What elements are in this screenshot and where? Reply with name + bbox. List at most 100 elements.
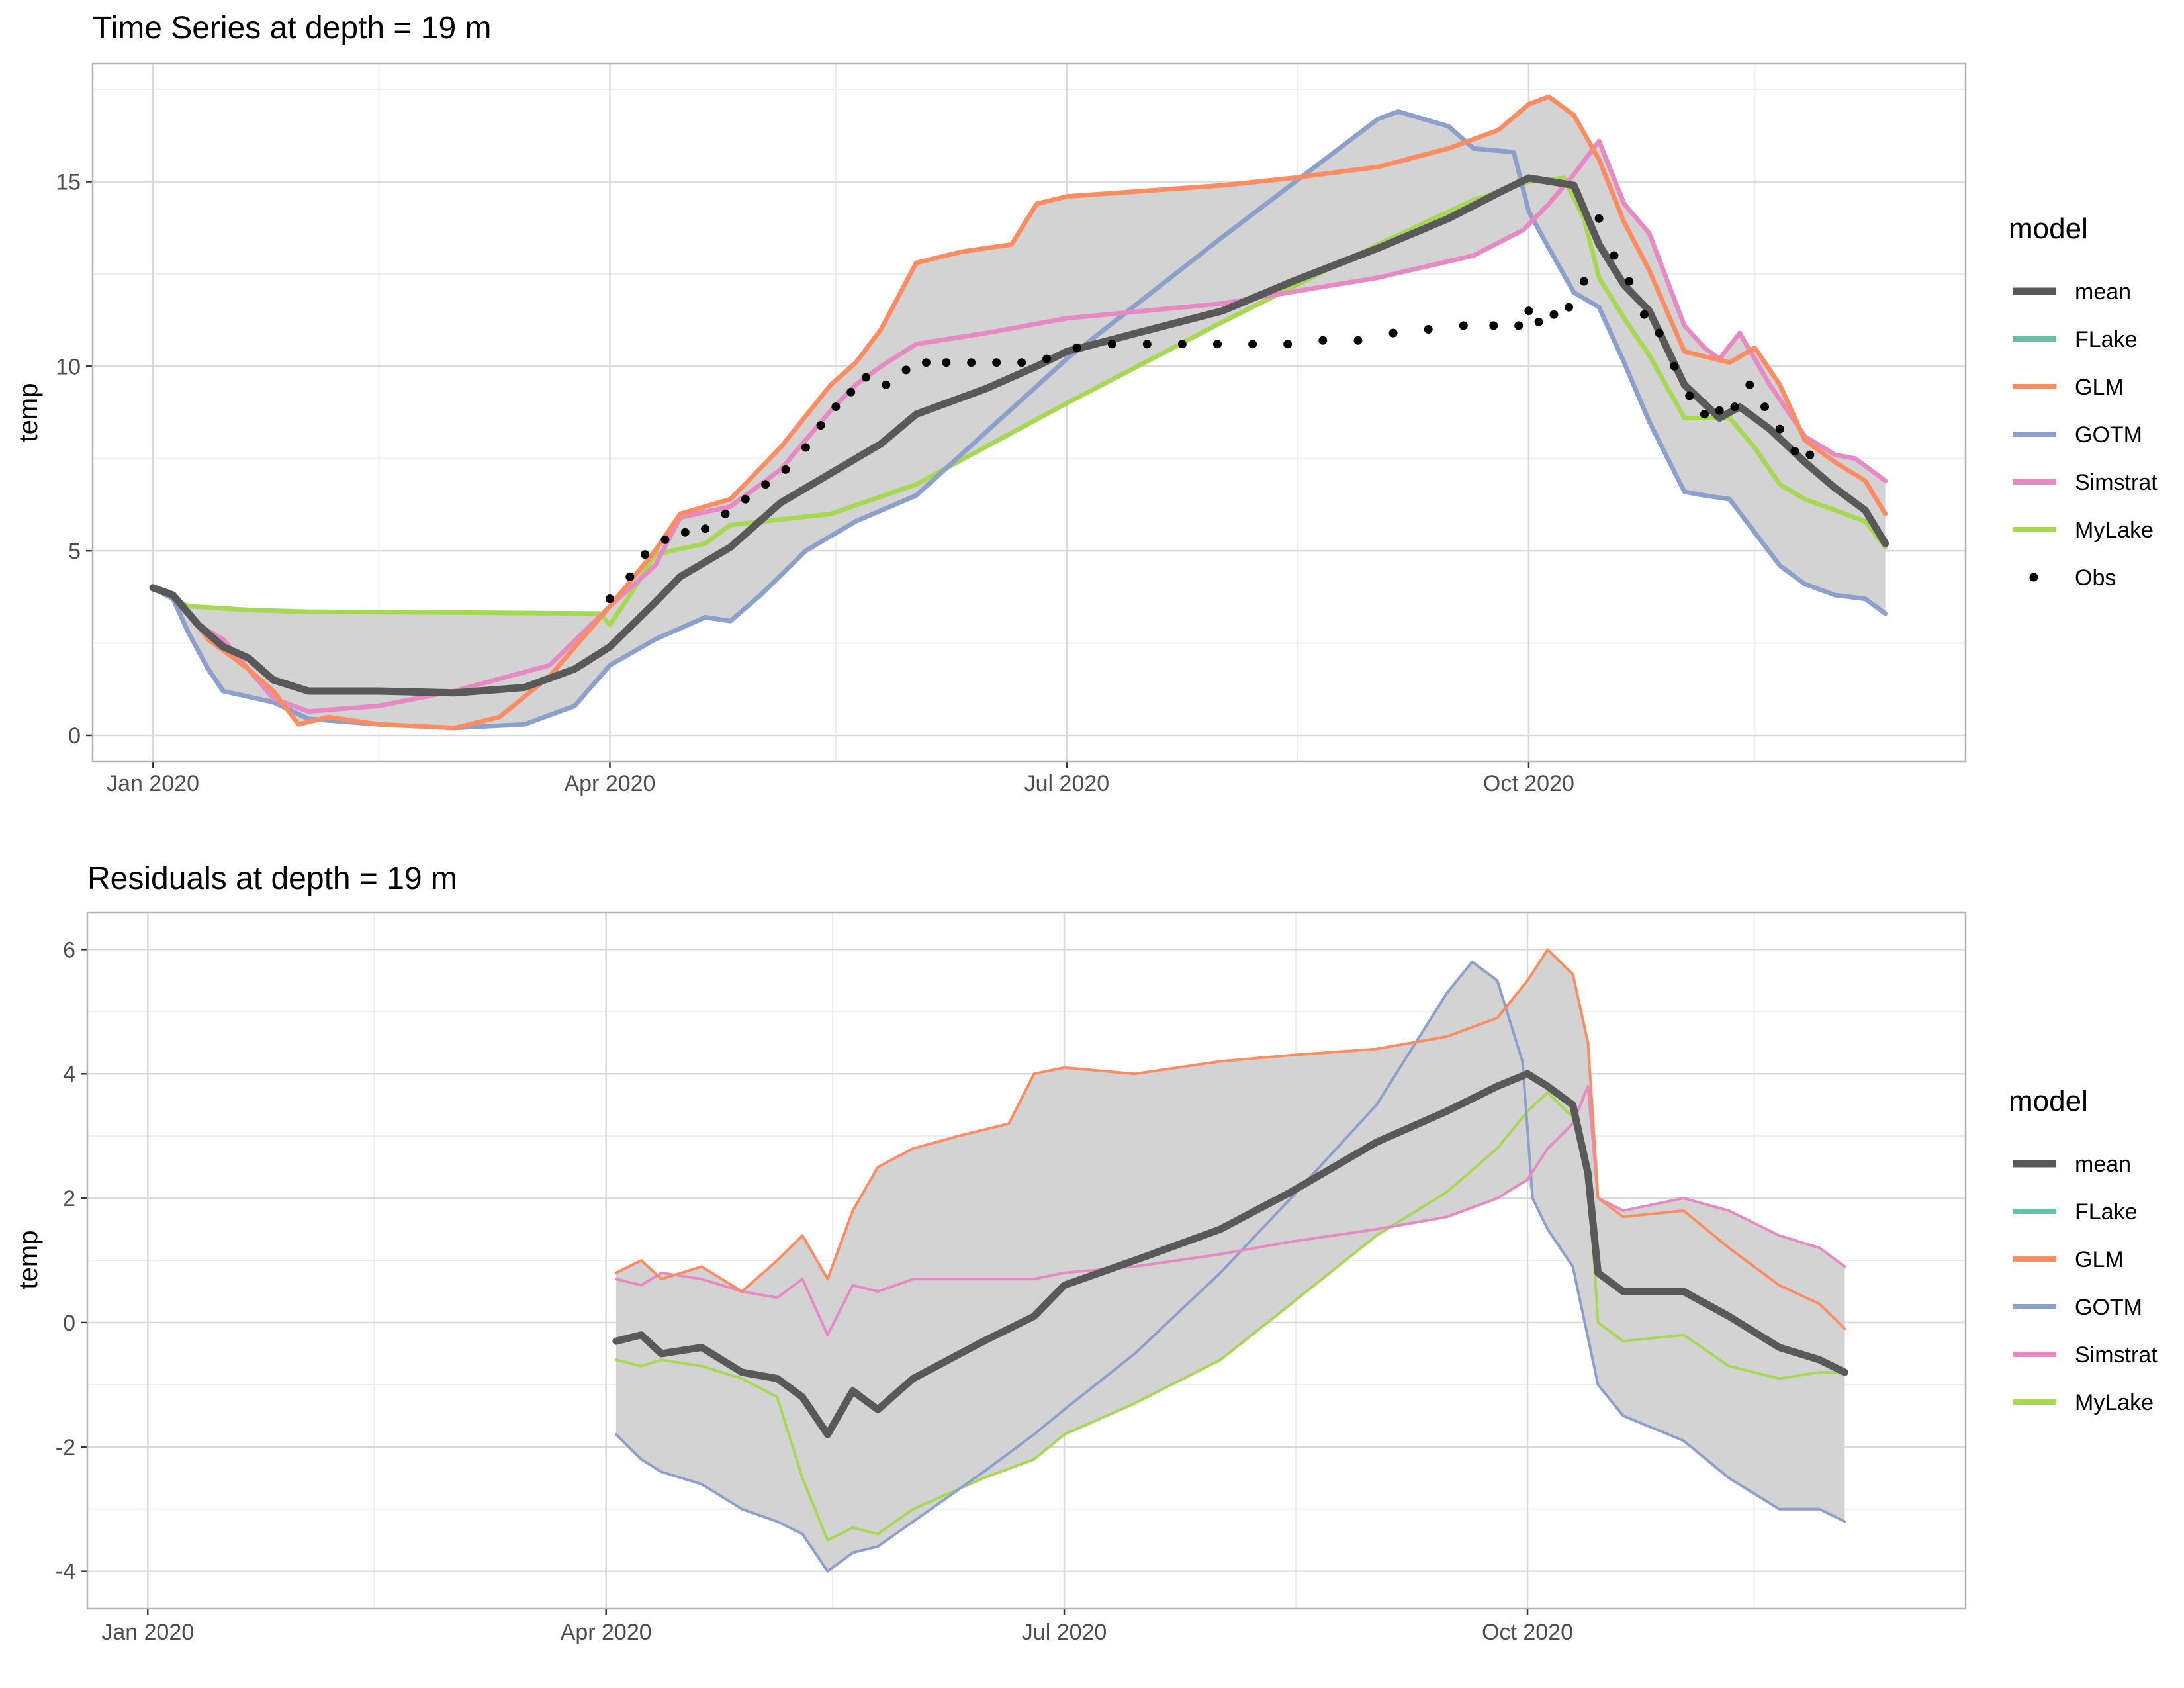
time-series-obs-point: [1459, 321, 1468, 330]
time-series-obs-point: [701, 524, 710, 534]
time-series-obs-point: [1760, 402, 1769, 412]
time-series-series-simstrat-line: [150, 138, 1888, 714]
residuals-legend-label-glm: GLM: [2075, 1247, 2124, 1272]
residuals-legend-label-mylake: MyLake: [2075, 1390, 2154, 1415]
time-series-legend-key-obs: [2029, 573, 2038, 582]
time-series-obs-point: [861, 373, 870, 382]
time-series-obs-point: [1388, 328, 1398, 338]
residuals-x-tick-label: Apr 2020: [561, 1620, 652, 1645]
time-series-obs-point: [831, 402, 841, 412]
residuals-series-glm-line: [614, 948, 1846, 1331]
residuals-y-tick-label: 2: [63, 1186, 75, 1211]
time-series-y-axis-title: temp: [14, 383, 43, 442]
time-series-obs-point: [641, 550, 650, 559]
time-series-legend-title: model: [2009, 212, 2088, 245]
time-series-obs-point: [781, 465, 790, 474]
residuals-legend-label-gotm: GOTM: [2075, 1295, 2142, 1320]
time-series-obs-point: [1639, 310, 1649, 319]
residuals-y-tick-label: 6: [63, 937, 75, 962]
time-series-obs-point: [1655, 328, 1664, 338]
time-series-obs-point: [992, 358, 1001, 367]
time-series-obs-point: [1549, 310, 1559, 319]
time-series-obs-point: [882, 380, 891, 389]
time-series-obs-point: [660, 535, 670, 544]
time-series-x-tick-label: Jan 2020: [107, 771, 199, 796]
time-series-legend-label-simstrat: Simstrat: [2075, 470, 2158, 495]
time-series-obs-point: [1489, 321, 1498, 330]
time-series-obs-point: [1177, 340, 1187, 349]
residuals-x-tick-label: Jan 2020: [101, 1620, 194, 1645]
time-series-obs-point: [816, 421, 825, 430]
time-series-obs-point: [606, 594, 614, 604]
time-series-x-tick-label: Apr 2020: [564, 771, 655, 796]
time-series-panel-border: [91, 62, 1967, 763]
residuals-panel: Residuals at depth = 19 m Jan 2020 Apr 20…: [14, 861, 2158, 1645]
time-series-obs-point: [721, 509, 730, 518]
residuals-series-mean-line: [612, 1070, 1848, 1438]
time-series-y-tick-label: 15: [56, 169, 81, 195]
residuals-legend-label-simstrat: Simstrat: [2075, 1342, 2158, 1368]
time-series-obs-point: [1790, 447, 1799, 456]
time-series-x-tick-label: Jul 2020: [1024, 771, 1110, 796]
time-series-axes: Jan 2020 Apr 2020 Jul 2020 Oct 2020 0 5 10 15: [56, 62, 1967, 796]
time-series-obs-point: [1745, 380, 1754, 389]
time-series-title: Time Series at depth = 19 m: [93, 11, 492, 46]
time-series-legend-label-obs: Obs: [2075, 565, 2116, 590]
time-series-legend-label-flake: FLake: [2075, 327, 2138, 352]
time-series-obs-point: [1107, 340, 1116, 349]
residuals-marks: [612, 948, 1848, 1573]
time-series-panel: Time Series at depth = 19 m Jan 2020 Apr …: [14, 11, 2158, 796]
time-series-obs-point: [901, 365, 911, 375]
residuals-title: Residuals at depth = 19 m: [87, 861, 457, 896]
time-series-obs-point: [1625, 277, 1634, 286]
residuals-x-tick-label: Jul 2020: [1022, 1620, 1107, 1645]
residuals-series-simstrat-line: [614, 1085, 1846, 1336]
residuals-x-tick-label: Oct 2020: [1482, 1620, 1573, 1645]
time-series-obs-point: [1283, 340, 1293, 349]
residuals-series-mylake-line: [614, 1091, 1846, 1542]
time-series-obs-point: [1685, 391, 1694, 400]
time-series-obs-point: [1424, 325, 1433, 334]
time-series-legend-label-mylake: MyLake: [2075, 518, 2154, 543]
time-series-obs-point: [1072, 343, 1081, 352]
time-series-legend-label-gotm: GOTM: [2075, 422, 2142, 447]
time-series-x-tick-label: Oct 2020: [1483, 771, 1574, 796]
time-series-obs-point: [1610, 251, 1619, 260]
time-series-obs-point: [922, 358, 931, 367]
time-series-legend: model mean FLake GLM GOTM Simstrat MyLake Obs: [2009, 212, 2158, 590]
residuals-legend-label-mean: mean: [2075, 1152, 2131, 1177]
residuals-y-tick-label: -2: [56, 1435, 75, 1460]
time-series-obs-point: [625, 572, 635, 581]
time-series-obs-point: [1248, 340, 1257, 349]
time-series-obs-point: [967, 358, 976, 367]
time-series-obs-point: [801, 443, 810, 452]
time-series-legend-label-mean: mean: [2075, 279, 2131, 305]
time-series-obs-point: [1514, 321, 1524, 330]
residuals-y-tick-label: 0: [63, 1311, 75, 1336]
time-series-obs-point: [1142, 340, 1152, 349]
time-series-obs-point: [1017, 358, 1026, 367]
time-series-marks: [149, 94, 1889, 731]
residuals-legend: model mean FLake GLM GOTM Simstrat MyLake: [2009, 1085, 2158, 1415]
residuals-y-axis-title: temp: [14, 1231, 43, 1289]
time-series-obs-point: [761, 480, 770, 489]
time-series-obs-point: [741, 494, 750, 504]
residuals-legend-label-flake: FLake: [2075, 1199, 2138, 1225]
residuals-y-tick-label: 4: [63, 1062, 75, 1087]
time-series-obs-point: [1730, 402, 1739, 412]
time-series-model-range-ribbon: [153, 97, 1886, 728]
time-series-obs-point: [1318, 336, 1328, 345]
residuals-y-tick-label: -4: [56, 1560, 75, 1585]
time-series-obs-point: [1524, 306, 1533, 316]
residuals-series-gotm-line: [614, 961, 1846, 1573]
time-series-obs-point: [1579, 277, 1588, 286]
time-series-obs-point: [1353, 336, 1363, 345]
time-series-obs-point: [1565, 303, 1574, 312]
time-series-obs-point: [680, 528, 690, 537]
time-series-obs-point: [1213, 340, 1222, 349]
time-series-obs-point: [1715, 406, 1724, 415]
time-series-obs-point: [1594, 214, 1604, 223]
time-series-obs-point: [846, 387, 856, 397]
time-series-legend-label-glm: GLM: [2075, 375, 2124, 400]
